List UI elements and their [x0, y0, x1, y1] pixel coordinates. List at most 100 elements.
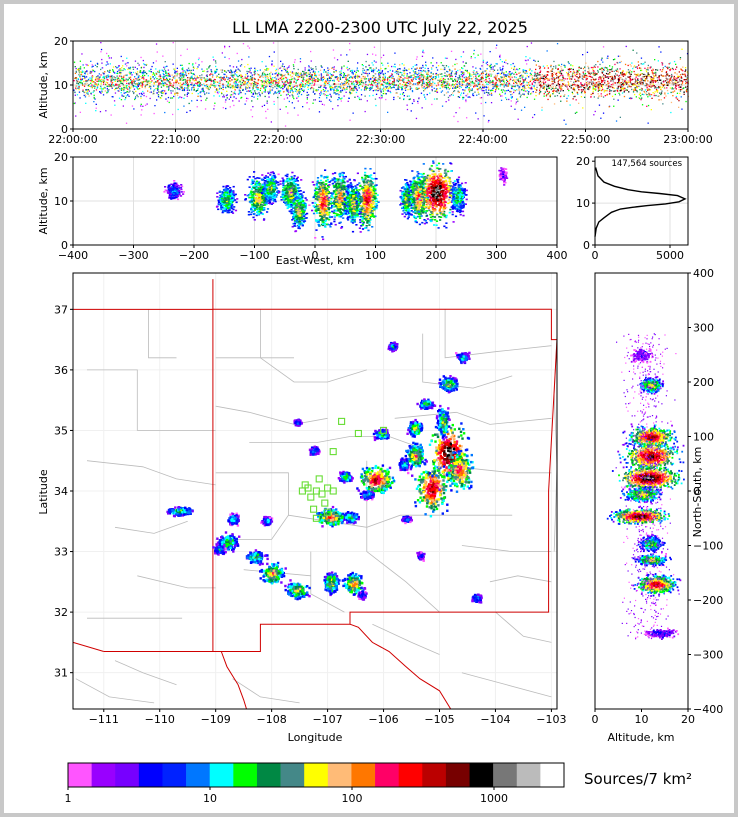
source-point: [409, 87, 412, 90]
source-point: [169, 81, 171, 83]
source-point: [452, 94, 454, 96]
source-point: [420, 77, 422, 79]
source-point: [652, 78, 654, 81]
source-point: [183, 88, 185, 91]
source-point: [343, 74, 345, 76]
source-point: [481, 72, 483, 74]
source-point: [207, 87, 209, 89]
source-point: [178, 73, 180, 75]
source-point: [655, 94, 657, 97]
source-point: [253, 71, 255, 73]
source-point: [360, 83, 362, 85]
source-point: [218, 85, 220, 87]
source-point: [620, 73, 622, 75]
source-point: [377, 78, 379, 80]
source-point: [249, 71, 251, 73]
source-point: [487, 94, 489, 96]
source-point: [535, 64, 537, 66]
source-point: [300, 88, 303, 90]
source-point: [425, 61, 427, 63]
source-point: [450, 72, 453, 74]
source-point: [348, 83, 350, 85]
source-point: [312, 71, 314, 73]
source-point: [91, 81, 94, 83]
source-point: [100, 81, 102, 83]
source-point: [485, 73, 488, 75]
source-point: [136, 94, 138, 96]
source-point: [103, 80, 105, 82]
source-point: [494, 83, 496, 85]
source-point: [91, 66, 93, 68]
source-point: [650, 83, 652, 85]
source-point: [601, 67, 603, 69]
source-point: [357, 95, 359, 98]
source-point: [581, 89, 583, 91]
source-point: [425, 71, 427, 73]
source-point: [186, 48, 188, 50]
source-point: [276, 87, 278, 90]
source-point: [308, 75, 310, 78]
source-point: [398, 78, 401, 80]
source-point: [318, 86, 320, 88]
source-point: [513, 67, 516, 69]
source-point: [395, 88, 397, 91]
source-point: [461, 73, 464, 75]
source-point: [416, 88, 418, 90]
source-point: [256, 82, 258, 84]
source-point: [108, 84, 110, 86]
source-point: [593, 74, 595, 76]
source-point: [451, 84, 453, 86]
source-point: [510, 91, 512, 93]
source-point: [423, 70, 425, 72]
source-point: [455, 58, 457, 61]
source-point: [488, 81, 490, 83]
source-point: [387, 89, 389, 91]
source-point: [136, 74, 138, 76]
source-point: [365, 86, 368, 89]
source-point: [253, 81, 256, 83]
source-point: [220, 69, 222, 71]
source-point: [627, 76, 629, 78]
source-point: [261, 84, 263, 87]
source-point: [127, 79, 129, 81]
source-point: [434, 82, 436, 84]
source-point: [636, 91, 638, 93]
source-point: [556, 84, 558, 86]
source-point: [128, 89, 130, 91]
source-point: [656, 90, 658, 93]
source-point: [399, 76, 401, 78]
source-point: [118, 97, 121, 99]
source-point: [319, 94, 321, 96]
source-point: [541, 85, 543, 87]
source-point: [413, 100, 415, 102]
source-point: [241, 96, 243, 99]
source-point: [511, 76, 513, 78]
source-point: [402, 85, 405, 88]
source-point: [267, 77, 269, 79]
source-point: [97, 83, 99, 85]
source-point: [289, 85, 291, 87]
source-point: [533, 78, 535, 80]
source-point: [209, 85, 211, 88]
source-point: [601, 80, 604, 82]
source-point: [477, 73, 479, 75]
source-point: [622, 89, 624, 91]
source-point: [224, 56, 226, 58]
source-point: [266, 102, 268, 104]
source-point: [538, 65, 541, 67]
source-point: [120, 77, 123, 79]
source-point: [669, 87, 672, 89]
source-point: [346, 54, 348, 56]
source-point: [616, 87, 618, 89]
source-point: [649, 83, 651, 85]
source-point: [222, 88, 224, 91]
source-point: [567, 61, 569, 63]
source-point: [492, 85, 494, 87]
source-point: [684, 70, 686, 73]
source-point: [425, 77, 427, 80]
source-point: [439, 80, 441, 82]
source-point: [533, 85, 535, 87]
source-point: [116, 87, 118, 89]
source-point: [600, 59, 603, 61]
source-point: [584, 87, 586, 89]
